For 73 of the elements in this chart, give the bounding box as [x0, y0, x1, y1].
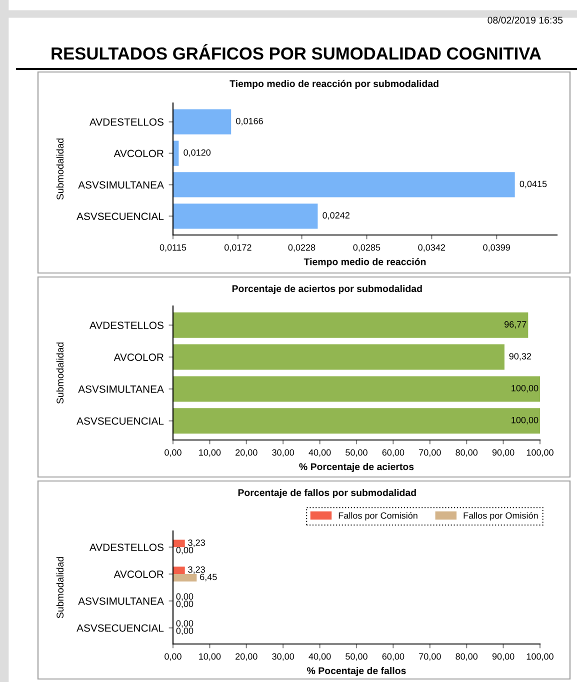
x-axis-title: Tiempo medio de reacción: [304, 258, 426, 268]
y-tick-label: AVDESTELLOS: [90, 322, 164, 330]
x-tick-label: 50,00: [346, 449, 368, 457]
y-tick-label: ASVSIMULTANEA: [78, 181, 164, 189]
bar: [173, 408, 540, 434]
bar: [173, 344, 504, 370]
y-tick-label: ASVSECUENCIAL: [76, 417, 164, 425]
data-label: 0,0415: [520, 180, 547, 188]
x-tick-label: 70,00: [419, 449, 441, 457]
data-label: 0,00: [176, 546, 194, 554]
legend-label: Fallos por Comisión: [338, 512, 418, 521]
x-tick-label: 90,00: [492, 653, 514, 661]
x-tick-label: 80,00: [456, 653, 478, 661]
x-tick-label: 0,00: [164, 449, 182, 457]
y-tick-label: AVCOLOR: [114, 354, 164, 361]
x-tick-label: 40,00: [308, 449, 331, 457]
chart-title: Porcentaje de aciertos por submodalidad: [232, 284, 422, 294]
bar: [173, 376, 540, 402]
y-tick-label: AVDESTELLOS: [90, 544, 164, 552]
x-tick-label: 60,00: [382, 653, 404, 661]
data-label: 0,0242: [322, 212, 350, 220]
x-tick-label: 0,0399: [483, 244, 510, 252]
chart-title: Tiempo medio de reacción por submodalidad: [230, 80, 438, 90]
y-tick-label: ASVSECUENCIAL: [76, 212, 164, 220]
data-label: 0,0166: [236, 118, 263, 126]
y-tick-label: ASVSIMULTANEA: [78, 385, 164, 393]
x-tick-label: 50,00: [346, 653, 368, 661]
data-label: 0,00: [176, 620, 194, 628]
x-tick-label: 100,00: [526, 653, 554, 661]
data-label: 0,00: [176, 600, 194, 608]
x-tick-label: 70,00: [419, 653, 441, 661]
y-axis-title: Submodalidad: [56, 342, 64, 404]
x-tick-label: 0,0342: [418, 244, 446, 252]
x-axis-title: % Pocentaje de fallos: [307, 667, 406, 676]
data-label: 100,00: [512, 384, 538, 392]
x-tick-label: 60,00: [382, 449, 404, 457]
bar: [173, 312, 528, 338]
x-tick-label: 0,0115: [160, 244, 186, 252]
x-tick-label: 90,00: [492, 449, 514, 457]
x-tick-label: 0,0285: [353, 244, 380, 252]
data-label: 0,00: [176, 628, 194, 636]
data-label: 0,00: [176, 593, 194, 601]
x-tick-label: 20,00: [236, 449, 258, 457]
y-tick-label: AVDESTELLOS: [90, 118, 164, 126]
data-label: 3,23: [188, 539, 205, 547]
text: 08/02/2019 16:35: [488, 16, 563, 24]
data-label: 6,45: [200, 574, 217, 582]
y-tick-label: AVCOLOR: [114, 570, 164, 578]
y-axis-title: Submodalidad: [56, 138, 64, 200]
x-tick-label: 80,00: [456, 449, 478, 457]
x-tick-label: 0,0228: [288, 244, 316, 252]
y-tick-label: AVCOLOR: [114, 150, 164, 158]
x-tick-label: 10,00: [199, 653, 221, 661]
y-tick-label: ASVSIMULTANEA: [78, 597, 164, 605]
y-tick-label: ASVSECUENCIAL: [76, 624, 164, 632]
x-tick-label: 40,00: [308, 653, 331, 661]
legend-label: Fallos por Omisión: [464, 512, 538, 521]
chart-title: Porcentaje de fallos por submodalidad: [238, 488, 416, 498]
x-tick-label: 20,00: [236, 653, 258, 661]
x-tick-label: 30,00: [272, 449, 294, 457]
data-label: 3,23: [188, 566, 205, 574]
x-axis-title: % Porcentaje de aciertos: [299, 463, 414, 472]
x-tick-label: 10,00: [199, 449, 221, 457]
data-label: 90,32: [509, 353, 532, 361]
text: RESULTADOS GRÁFICOS POR SUMODALIDAD COGNITIVA: [52, 44, 542, 60]
y-axis-title: Submodalidad: [56, 557, 64, 618]
x-tick-label: 30,00: [272, 653, 294, 661]
data-label: 100,00: [512, 416, 538, 424]
data-label: 0,0120: [184, 149, 211, 157]
x-tick-label: 100,00: [526, 449, 554, 457]
x-tick-label: 0,0172: [224, 244, 252, 252]
data-label: 96,77: [504, 321, 526, 329]
x-tick-label: 0,00: [164, 653, 182, 661]
